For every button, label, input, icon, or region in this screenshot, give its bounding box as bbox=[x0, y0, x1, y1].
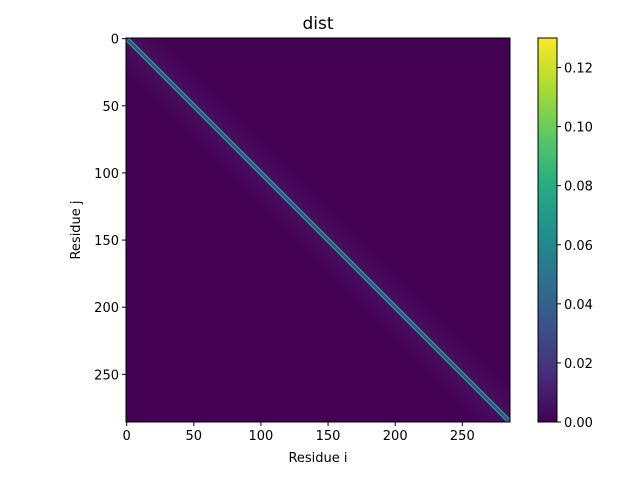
colorbar-tick-label: 0.00 bbox=[564, 416, 593, 431]
y-axis: 0 50 100 150 200 250 bbox=[94, 33, 126, 383]
y-axis-label: Residue j bbox=[69, 200, 84, 259]
x-tick-label: 100 bbox=[249, 429, 274, 444]
heatmap-diagonal-center bbox=[126, 38, 510, 422]
y-tick-label: 0 bbox=[111, 33, 119, 48]
y-tick-label: 150 bbox=[94, 234, 119, 249]
y-tick-label: 50 bbox=[102, 100, 119, 115]
y-tick-label: 200 bbox=[94, 301, 119, 316]
colorbar-tick-label: 0.12 bbox=[564, 62, 593, 77]
colorbar-tick-label: 0.08 bbox=[564, 180, 593, 195]
colorbar-tick-label: 0.06 bbox=[564, 239, 593, 254]
colorbar-tick-label: 0.02 bbox=[564, 357, 593, 372]
x-tick-label: 150 bbox=[316, 429, 341, 444]
colorbar-ticks: 0.00 0.02 0.04 0.06 0.08 0.10 0.12 bbox=[557, 62, 593, 431]
x-tick-label: 250 bbox=[450, 429, 475, 444]
colorbar-gradient bbox=[537, 37, 558, 423]
x-axis-label: Residue i bbox=[288, 451, 347, 466]
colorbar: 0.00 0.02 0.04 0.06 0.08 0.10 0.12 bbox=[537, 37, 593, 431]
heatmap-frame bbox=[125, 37, 511, 423]
x-tick-label: 0 bbox=[123, 429, 131, 444]
colorbar-tick-label: 0.04 bbox=[564, 298, 593, 313]
x-axis: 0 50 100 150 200 250 bbox=[123, 422, 475, 444]
y-tick-label: 250 bbox=[94, 368, 119, 383]
y-tick-label: 100 bbox=[94, 167, 119, 182]
colorbar-tick-label: 0.10 bbox=[564, 121, 593, 136]
x-tick-label: 50 bbox=[186, 429, 203, 444]
x-tick-label: 200 bbox=[383, 429, 408, 444]
chart-title: dist bbox=[302, 14, 333, 34]
heatmap-plot-area bbox=[126, 38, 510, 422]
